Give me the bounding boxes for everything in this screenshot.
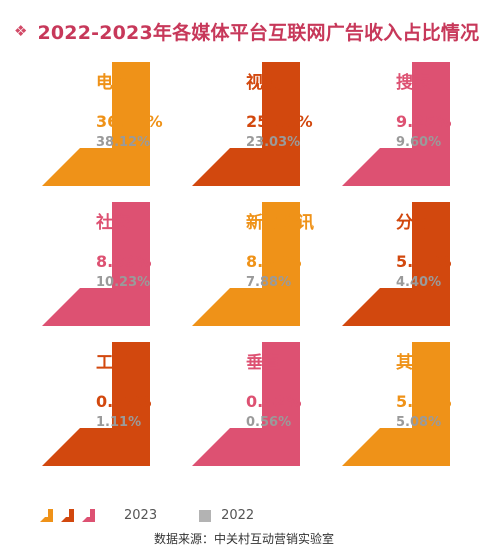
value-2023: 8.63%	[246, 252, 302, 271]
legend-2022-swatch	[199, 509, 212, 522]
category-label: 其他	[396, 352, 430, 373]
category-label: 新闻资讯	[246, 212, 314, 233]
value-2023: 5.81%	[396, 392, 452, 411]
title-row: ❖ 2022-2023年各媒体平台互联网广告收入占比情况	[14, 18, 479, 45]
legend-chevron-icon	[61, 508, 74, 522]
tile-chevron-shape	[342, 62, 450, 186]
tile-4: 社交 8.89% 10.23%	[42, 202, 152, 326]
tile-6: 分类 5.11% 4.40%	[342, 202, 452, 326]
category-label: 工具	[96, 353, 130, 373]
tile-chevron-shape	[192, 62, 300, 186]
value-2022: 4.40%	[396, 275, 441, 290]
value-2022: 23.03%	[246, 135, 300, 150]
value-2022: 7.88%	[246, 275, 291, 290]
tile-chevron-shape	[42, 342, 150, 466]
value-2022: 1.11%	[96, 415, 141, 430]
chart-grid: 电商 36.11% 38.12% 视频 25.00% 23.03% 搜索 9.25% 9.60%…	[42, 62, 452, 466]
value-2023: 36.11%	[96, 112, 163, 131]
value-2023: 9.25%	[396, 112, 452, 131]
legend-chevron-icon	[82, 508, 95, 522]
tile-1: 电商 36.11% 38.12%	[42, 62, 163, 186]
legend-chevron-icon	[40, 508, 53, 522]
category-label: 分类	[396, 212, 431, 233]
tile-2: 视频 25.00% 23.03%	[192, 62, 313, 186]
tile-9: 其他 5.81% 5.08%	[342, 342, 452, 466]
tile-chevron-shape	[342, 342, 450, 466]
legend: 2023 2022	[38, 508, 254, 523]
value-2023: 5.11%	[396, 252, 452, 271]
value-2022: 9.60%	[396, 135, 441, 150]
tile-5: 新闻资讯 8.63% 7.88%	[192, 202, 314, 326]
diamond-bullet-icon: ❖	[14, 22, 28, 40]
chart-title: 2022-2023年各媒体平台互联网广告收入占比情况	[37, 22, 480, 44]
value-2023: 8.89%	[96, 252, 152, 271]
category-label: 电商	[96, 72, 130, 93]
legend-2023-label: 2023	[124, 508, 158, 523]
value-2022: 10.23%	[96, 275, 150, 290]
value-2023: 25.00%	[246, 112, 313, 131]
tile-chevron-shape	[192, 342, 300, 466]
value-2023: 0.42%	[246, 392, 302, 411]
value-2022: 0.56%	[246, 415, 291, 430]
tile-chevron-shape	[42, 202, 150, 326]
tile-chevron-shape	[342, 202, 450, 326]
category-label: 视频	[246, 72, 280, 93]
tile-3: 搜索 9.25% 9.60%	[342, 62, 452, 186]
source-note: 数据来源：中关村互动营销实验室	[153, 532, 334, 546]
legend-2022-label: 2022	[221, 508, 255, 523]
category-label: 搜索	[396, 72, 430, 93]
value-2022: 38.12%	[96, 135, 150, 150]
tile-8: 垂直 0.42% 0.56%	[192, 342, 302, 466]
legend-2023-swatches	[40, 508, 95, 522]
category-label: 垂直	[246, 352, 280, 373]
category-label: 社交	[95, 212, 130, 233]
value-2022: 5.08%	[396, 415, 441, 430]
tile-7: 工具 0.77% 1.11%	[42, 342, 152, 466]
value-2023: 0.77%	[96, 392, 152, 411]
tile-chevron-shape	[42, 62, 150, 186]
tile-chevron-shape	[192, 202, 300, 326]
